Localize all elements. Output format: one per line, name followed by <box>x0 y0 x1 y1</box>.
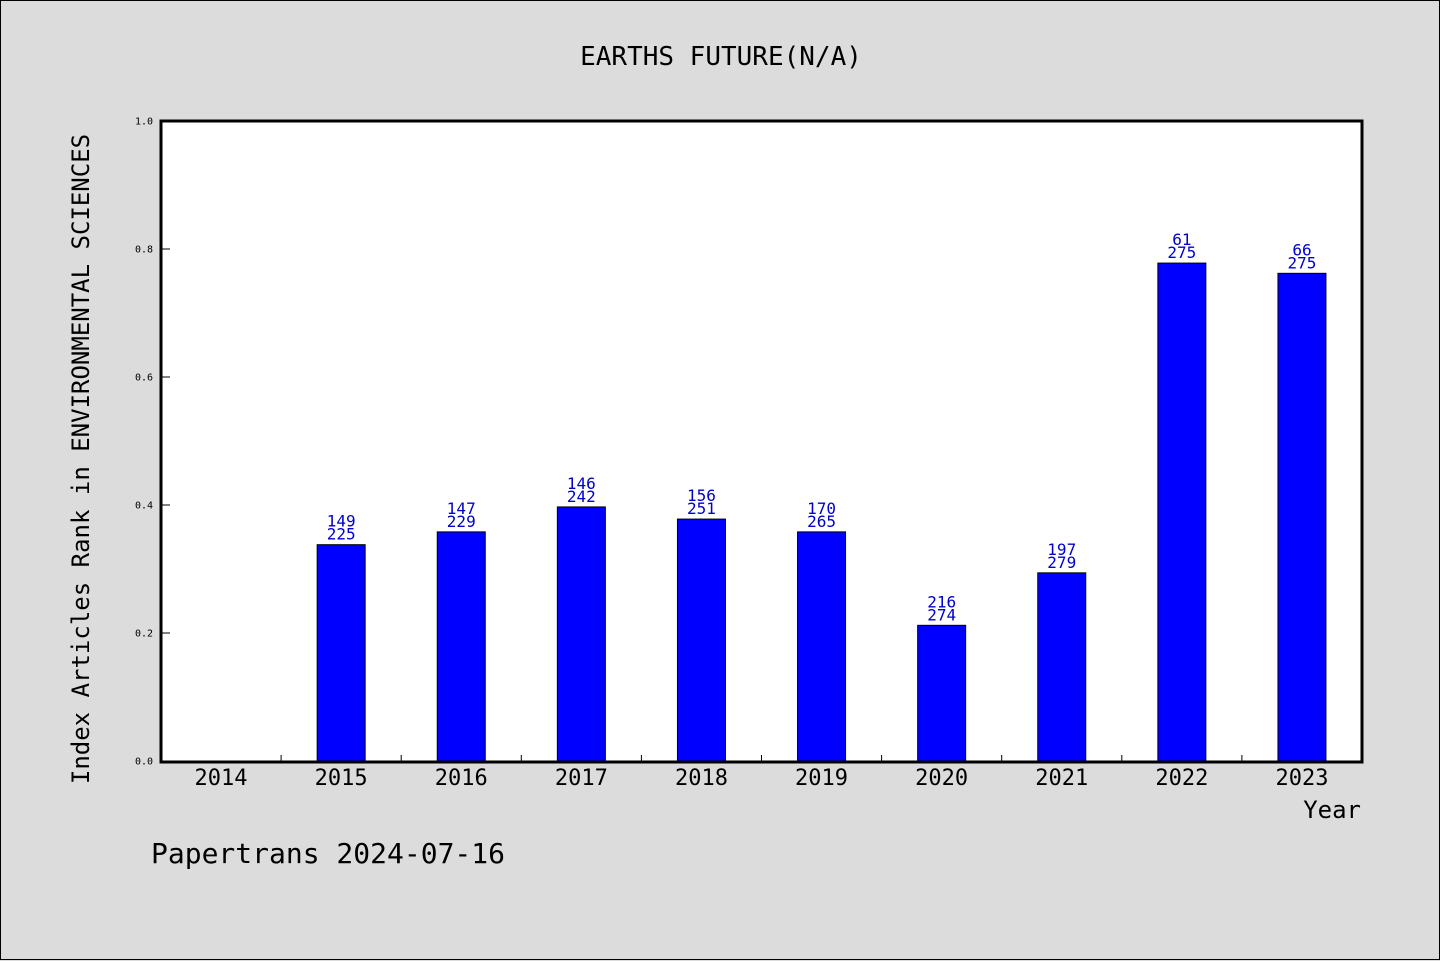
bar-label-rank: 216 <box>927 592 956 611</box>
bar-label-rank: 66 <box>1292 240 1311 259</box>
x-tick-label: 2017 <box>555 766 608 791</box>
bar <box>917 624 967 762</box>
bar-label-rank: 146 <box>567 474 596 493</box>
y-axis: 0.0 0.2 0.4 0.6 0.8 1.0 <box>135 117 170 768</box>
y-axis-label: Index Articles Rank in ENVIRONMENTAL SCI… <box>67 134 95 784</box>
bar-label-rank: 147 <box>447 499 476 518</box>
y-tick-label: 0.4 <box>135 501 153 512</box>
bar <box>676 518 726 762</box>
x-tick-label: 2023 <box>1275 766 1328 791</box>
y-tick-label: 0.8 <box>135 245 153 256</box>
bar-series <box>316 262 1327 762</box>
x-axis: 2014 2015 2016 2017 2018 2019 2020 2021 2022 2023 <box>195 755 1328 791</box>
bar-label-total: 265 <box>807 512 836 531</box>
y-tick-label: 1.0 <box>135 117 153 128</box>
x-tick-label: 2022 <box>1155 766 1208 791</box>
bar-label-total: 275 <box>1167 243 1196 262</box>
bar-label-total: 251 <box>687 499 716 518</box>
x-tick-label: 2019 <box>795 766 848 791</box>
bar-label-rank: 61 <box>1172 230 1191 249</box>
bar-label-rank: 197 <box>1047 540 1076 559</box>
bar <box>1157 262 1207 762</box>
footer-credit: Papertrans 2024-07-16 <box>151 837 505 870</box>
bar-label-total: 225 <box>327 525 356 544</box>
bar-label-total: 279 <box>1047 553 1076 572</box>
x-tick-label: 2015 <box>315 766 368 791</box>
y-tick-label: 0.6 <box>135 373 153 384</box>
bar-label-rank: 149 <box>327 512 356 531</box>
bar <box>436 531 486 762</box>
x-tick-label: 2018 <box>675 766 728 791</box>
bar-label-total: 229 <box>447 512 476 531</box>
bar-label-total: 275 <box>1287 253 1316 272</box>
bar <box>556 506 606 762</box>
chart-title: EARTHS FUTURE(N/A) <box>580 42 862 72</box>
x-tick-label: 2014 <box>195 766 248 791</box>
x-tick-label: 2020 <box>915 766 968 791</box>
bar-label-total: 242 <box>567 487 596 506</box>
bar <box>316 544 366 762</box>
bar <box>1037 572 1087 762</box>
bar <box>1277 272 1327 762</box>
y-tick-label: 0.2 <box>135 629 153 640</box>
bar-label-total: 274 <box>927 605 956 624</box>
bar <box>797 531 847 762</box>
bar-label-rank: 170 <box>807 499 836 518</box>
x-axis-label: Year <box>1303 796 1361 824</box>
x-tick-label: 2016 <box>435 766 488 791</box>
y-tick-label: 0.0 <box>135 757 153 768</box>
x-tick-label: 2021 <box>1035 766 1088 791</box>
bar-label-rank: 156 <box>687 486 716 505</box>
